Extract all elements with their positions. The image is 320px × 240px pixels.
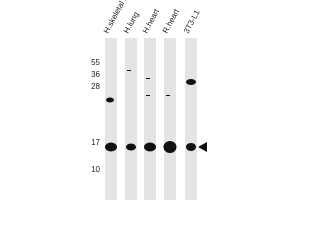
marker-label: 55 bbox=[91, 58, 100, 67]
band bbox=[105, 142, 117, 152]
marker-labels: 55 36 28 17 10 bbox=[91, 58, 100, 174]
lane-label: R.heart bbox=[161, 7, 182, 35]
marker-label: 36 bbox=[91, 70, 100, 79]
lanes bbox=[105, 38, 197, 200]
marker-label: 10 bbox=[91, 165, 100, 174]
faint-band bbox=[127, 70, 131, 71]
band bbox=[163, 141, 177, 153]
bands bbox=[105, 70, 196, 153]
band bbox=[186, 143, 196, 151]
faint-band bbox=[146, 78, 150, 79]
band bbox=[186, 79, 196, 85]
arrowhead bbox=[198, 142, 207, 152]
lane-label: H.lung bbox=[122, 10, 141, 35]
blot-figure: 55 36 28 17 10 H.skeletal muscle H.lung … bbox=[91, 0, 207, 200]
lane-labels: H.skeletal muscle H.lung H.heart R.heart… bbox=[102, 0, 202, 35]
lane bbox=[164, 38, 176, 200]
faint-band bbox=[146, 95, 150, 96]
lane bbox=[144, 38, 156, 200]
faint-band bbox=[166, 95, 170, 96]
band bbox=[106, 97, 114, 103]
band bbox=[126, 143, 136, 151]
lane-label: H.heart bbox=[141, 7, 162, 35]
band bbox=[144, 142, 156, 152]
marker-label: 28 bbox=[91, 82, 100, 91]
marker-label: 17 bbox=[91, 138, 100, 147]
lane bbox=[185, 38, 197, 200]
lane-label: 3T3-L1 bbox=[182, 8, 202, 35]
lane bbox=[105, 38, 117, 200]
lane bbox=[125, 38, 137, 200]
